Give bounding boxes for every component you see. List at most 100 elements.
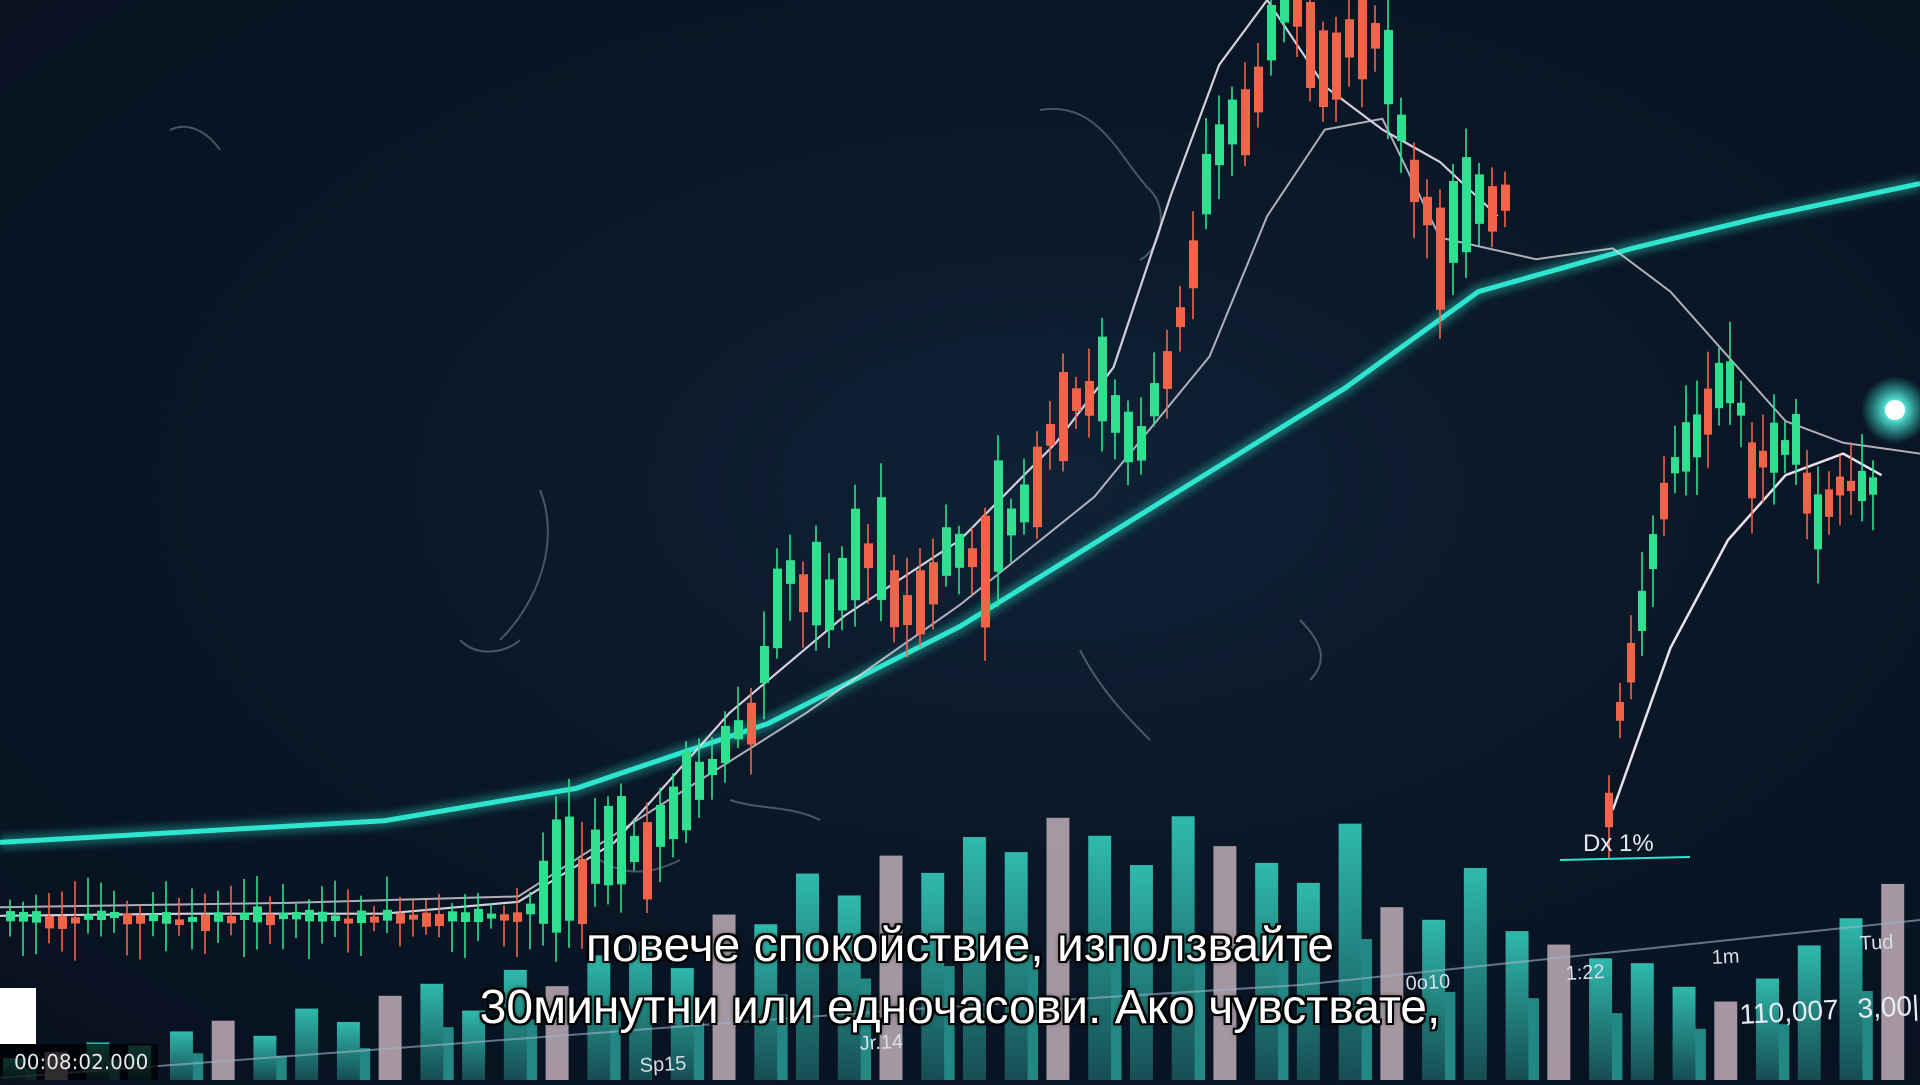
- volume-bar: [295, 1008, 319, 1080]
- candle-body: [201, 914, 210, 932]
- candle-body: [1293, 0, 1302, 27]
- volume-bar: [1296, 882, 1320, 1080]
- candle-body: [71, 917, 80, 924]
- candle-body: [1085, 381, 1094, 416]
- candle: [1384, 0, 1393, 139]
- candle-body: [84, 914, 93, 920]
- candle-body: [500, 914, 509, 921]
- candle: [201, 893, 210, 954]
- volume-bar: [921, 872, 945, 1080]
- volume-bar: [526, 1019, 538, 1080]
- candle-body: [149, 914, 158, 922]
- candle-body: [1371, 23, 1380, 49]
- candle-body: [760, 645, 769, 683]
- candle: [747, 687, 756, 775]
- candle-body: [162, 912, 171, 924]
- candle: [1410, 142, 1419, 238]
- candle-body: [747, 702, 756, 745]
- volume-bar: [1111, 945, 1122, 1080]
- candle-body: [1638, 590, 1646, 631]
- marker-underline: [1559, 856, 1691, 861]
- volume-bar: [1611, 1013, 1623, 1080]
- volume-bar: [629, 942, 653, 1080]
- candle: [812, 525, 821, 651]
- candle: [682, 741, 691, 844]
- candle-body: [1397, 114, 1406, 142]
- candle-body: [890, 570, 899, 628]
- candle: [149, 892, 158, 937]
- candle-body: [1781, 440, 1789, 455]
- candle: [461, 894, 470, 958]
- candle-body: [1098, 336, 1107, 422]
- volume-bar: [192, 1053, 204, 1080]
- candle: [1241, 62, 1250, 166]
- candle-body: [1267, 4, 1276, 61]
- candle: [1726, 321, 1734, 425]
- volume-bar: [796, 873, 819, 1080]
- candle-body: [331, 915, 340, 921]
- candle: [1475, 162, 1484, 246]
- candle: [1682, 385, 1690, 496]
- candle-body: [812, 541, 821, 626]
- candle-body: [1228, 99, 1237, 145]
- candle: [1228, 86, 1237, 177]
- candle: [1616, 682, 1624, 739]
- candle: [1254, 42, 1263, 128]
- candle-body: [435, 914, 444, 927]
- candle: [409, 899, 418, 937]
- candle: [71, 881, 80, 961]
- candle-body: [344, 918, 353, 924]
- candle: [1150, 352, 1159, 427]
- candle: [1814, 466, 1822, 584]
- candle: [1306, 0, 1315, 102]
- candle-body: [682, 751, 691, 831]
- candle-body: [1660, 482, 1668, 520]
- candle: [1397, 97, 1406, 173]
- candle: [344, 889, 353, 953]
- candle: [1436, 189, 1445, 339]
- readout-value: 110,007: [1739, 994, 1840, 1030]
- candle: [292, 903, 301, 939]
- candle: [604, 796, 613, 905]
- candle: [1759, 414, 1767, 503]
- candle: [1836, 454, 1844, 526]
- candle-body: [1748, 442, 1756, 499]
- volume-bar: [1004, 852, 1028, 1080]
- candle: [448, 903, 457, 953]
- candle-body: [1704, 388, 1712, 435]
- volume-bar: [420, 983, 444, 1080]
- decorative-stroke: [1299, 619, 1322, 681]
- ma-tail-line: [1611, 452, 1883, 811]
- candle-body: [1858, 470, 1866, 502]
- candle: [45, 893, 54, 944]
- candle: [331, 880, 340, 937]
- candle: [1649, 515, 1657, 607]
- candle: [1293, 0, 1302, 58]
- decorative-stroke: [499, 489, 549, 641]
- candle-body: [19, 911, 28, 922]
- candle-body: [1792, 413, 1800, 465]
- volume-bar: [1463, 867, 1487, 1080]
- candle-body: [487, 913, 496, 919]
- candle-body: [1847, 480, 1855, 492]
- candle: [240, 878, 249, 958]
- candle: [578, 821, 587, 949]
- candle-body: [1007, 508, 1016, 536]
- candle: [552, 796, 561, 962]
- candle-body: [1358, 0, 1367, 80]
- candle: [994, 435, 1003, 608]
- candle: [1358, 0, 1367, 108]
- candle: [1792, 398, 1800, 485]
- volume-bar: [1881, 883, 1905, 1080]
- volume-bar: [1589, 958, 1613, 1080]
- candle: [474, 892, 483, 941]
- volume-bar: [1756, 978, 1779, 1080]
- candle-body: [383, 909, 392, 921]
- candle-body: [656, 804, 665, 847]
- candle: [630, 818, 639, 871]
- candle: [591, 798, 600, 907]
- candle-body: [903, 595, 912, 626]
- candle-body: [1671, 457, 1679, 474]
- candle-body: [1150, 383, 1159, 417]
- candle-body: [188, 916, 197, 922]
